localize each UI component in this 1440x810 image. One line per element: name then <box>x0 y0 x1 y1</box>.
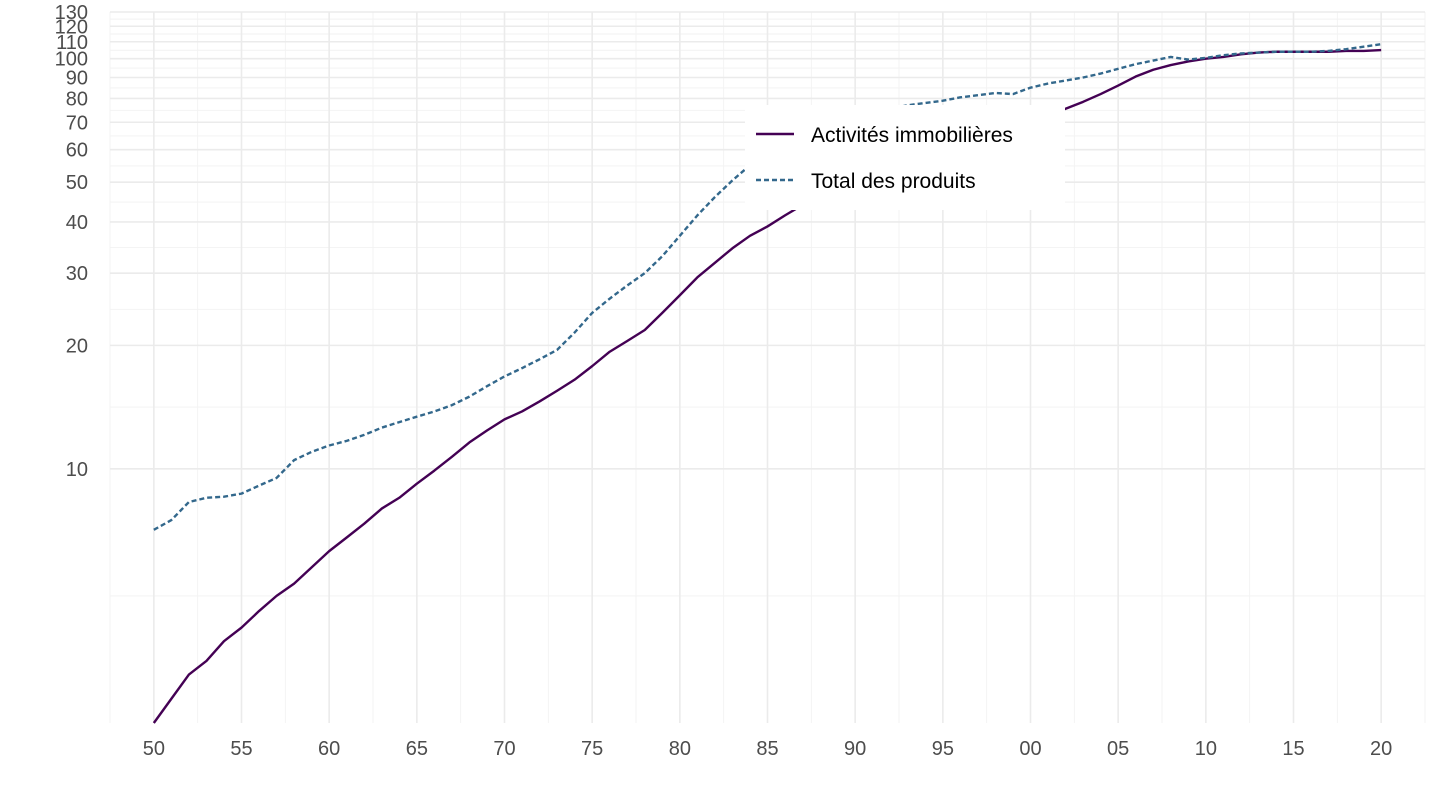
x-tick-label: 90 <box>844 738 866 760</box>
x-tick-label: 70 <box>493 738 515 760</box>
legend-label-1: Total des produits <box>811 170 976 193</box>
legend-background <box>745 105 1065 210</box>
x-tick-label: 15 <box>1282 738 1304 760</box>
y-tick-label: 70 <box>66 112 88 134</box>
y-tick-label: 80 <box>66 88 88 110</box>
y-tick-label: 130 <box>55 2 88 24</box>
x-tick-label: 05 <box>1107 738 1129 760</box>
legend-label-0: Activités immobilières <box>811 124 1013 147</box>
x-tick-label: 80 <box>669 738 691 760</box>
y-tick-label: 100 <box>55 49 88 71</box>
legend-item-0: Activités immobilières <box>756 124 1013 147</box>
y-tick-label: 60 <box>66 140 88 162</box>
x-tick-label: 20 <box>1370 738 1392 760</box>
x-tick-label: 95 <box>932 738 954 760</box>
y-tick-label: 50 <box>66 172 88 194</box>
x-tick-label: 85 <box>756 738 778 760</box>
x-tick-label: 00 <box>1019 738 1041 760</box>
y-tick-label: 40 <box>66 212 88 234</box>
x-tick-label: 65 <box>406 738 428 760</box>
legend: Activités immobilières Total des produit… <box>745 105 1065 210</box>
x-axis-labels: 50 55 60 65 70 75 80 85 90 95 00 05 10 15 20 <box>143 738 1393 760</box>
y-tick-label: 10 <box>66 459 88 481</box>
x-tick-label: 50 <box>143 738 165 760</box>
y-tick-label: 30 <box>66 263 88 285</box>
series-line-0 <box>152 48 1382 724</box>
y-tick-label: 90 <box>66 67 88 89</box>
x-tick-label: 75 <box>581 738 603 760</box>
x-tick-label: 10 <box>1195 738 1217 760</box>
y-tick-label: 20 <box>66 335 88 357</box>
x-tick-label: 55 <box>230 738 252 760</box>
y-tick-label: 110 <box>56 32 88 54</box>
x-tick-label: 60 <box>318 738 340 760</box>
y-tick-label: 120 <box>55 16 88 38</box>
legend-item-1: Total des produits <box>756 170 976 193</box>
